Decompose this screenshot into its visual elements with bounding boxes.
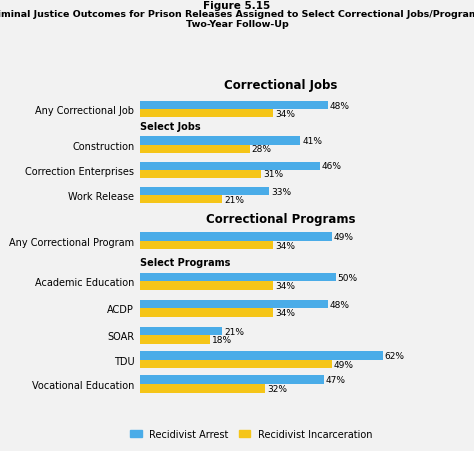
Text: 48%: 48% xyxy=(330,101,350,110)
Text: 49%: 49% xyxy=(334,232,354,241)
Bar xyxy=(140,360,332,368)
Text: 34%: 34% xyxy=(275,110,295,119)
Text: 21%: 21% xyxy=(224,327,244,336)
Text: Figure 5.15: Figure 5.15 xyxy=(203,1,271,11)
Bar xyxy=(140,376,324,384)
Title: Correctional Programs: Correctional Programs xyxy=(206,212,356,225)
Bar xyxy=(140,273,336,282)
Bar xyxy=(140,241,273,250)
Text: Criminal Justice Outcomes for Prison Releases Assigned to Select Correctional Jo: Criminal Justice Outcomes for Prison Rel… xyxy=(0,10,474,19)
Text: 28%: 28% xyxy=(252,145,272,154)
Bar xyxy=(140,233,332,241)
Bar xyxy=(140,384,265,393)
Text: Two-Year Follow-Up: Two-Year Follow-Up xyxy=(186,20,288,29)
Text: 34%: 34% xyxy=(275,308,295,318)
Text: 48%: 48% xyxy=(330,300,350,309)
Text: 21%: 21% xyxy=(224,195,244,204)
Text: Select Jobs: Select Jobs xyxy=(140,121,201,131)
Bar xyxy=(140,282,273,290)
Text: 49%: 49% xyxy=(334,360,354,369)
Text: 50%: 50% xyxy=(337,273,358,282)
Text: Select Programs: Select Programs xyxy=(140,258,230,268)
Text: 31%: 31% xyxy=(263,170,283,179)
Bar xyxy=(140,188,269,196)
Text: 18%: 18% xyxy=(212,336,232,345)
Text: 34%: 34% xyxy=(275,281,295,290)
Text: 41%: 41% xyxy=(302,137,322,146)
Text: 32%: 32% xyxy=(267,384,287,393)
Legend: Recidivist Arrest, Recidivist Incarceration: Recidivist Arrest, Recidivist Incarcerat… xyxy=(127,426,375,442)
Bar xyxy=(140,327,222,336)
Bar xyxy=(140,300,328,309)
Bar xyxy=(140,137,301,145)
Bar xyxy=(140,110,273,118)
Bar xyxy=(140,351,383,360)
Bar xyxy=(140,145,249,153)
Text: 34%: 34% xyxy=(275,241,295,250)
Title: Correctional Jobs: Correctional Jobs xyxy=(224,79,337,92)
Bar xyxy=(140,196,222,204)
Text: 47%: 47% xyxy=(326,376,346,384)
Text: 46%: 46% xyxy=(322,162,342,171)
Bar xyxy=(140,336,210,345)
Bar xyxy=(140,309,273,318)
Text: 62%: 62% xyxy=(384,351,405,360)
Bar xyxy=(140,162,320,170)
Bar xyxy=(140,102,328,110)
Bar xyxy=(140,170,261,179)
Text: 33%: 33% xyxy=(271,187,291,196)
